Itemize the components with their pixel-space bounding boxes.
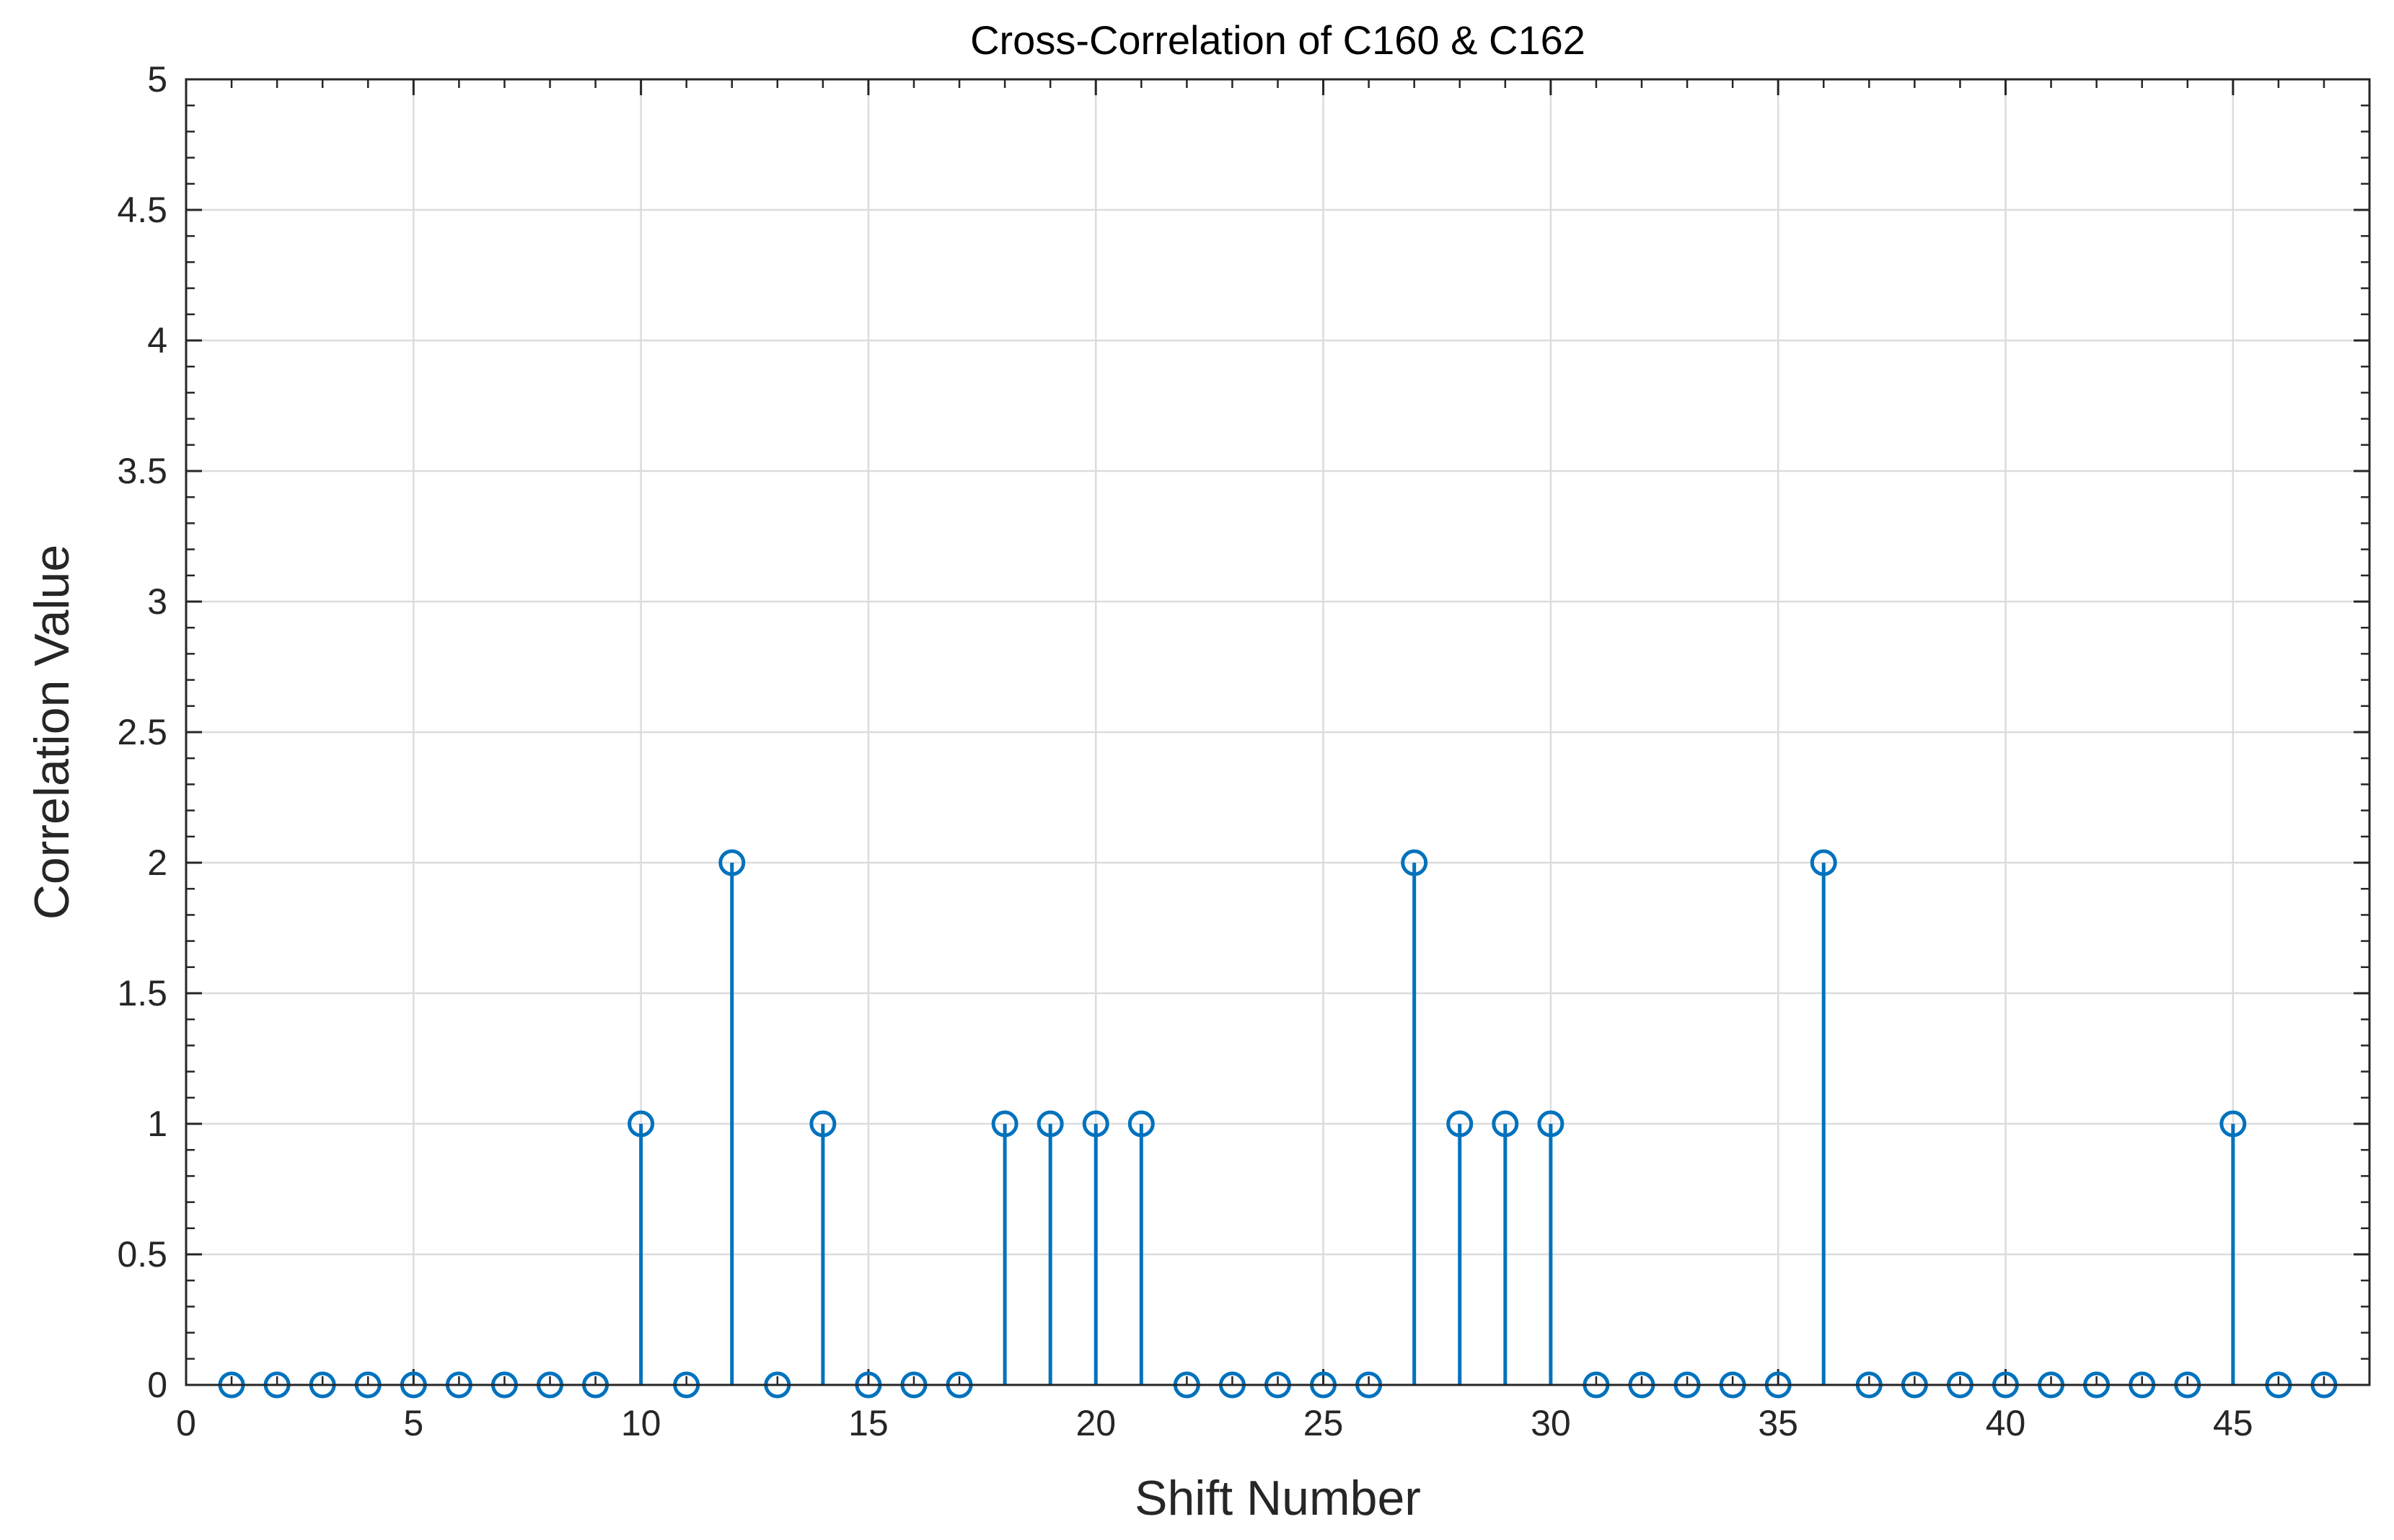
x-axis-label: Shift Number [1135,1471,1421,1526]
x-tick-label: 40 [1986,1403,2026,1443]
stem-marker [1810,849,1837,876]
y-axis-label: Correlation Value [25,545,79,920]
stem-marker [1537,1110,1565,1138]
y-tick-label: 1.5 [117,973,167,1013]
x-tick-label: 15 [848,1403,889,1443]
stem-marker [1037,1110,1064,1138]
y-tick-label: 3 [147,581,167,622]
x-tick-label: 30 [1531,1403,1571,1443]
x-tick-labels: 0 5 10 15 20 25 30 35 40 45 [176,1403,2253,1443]
y-tick-label: 3.5 [117,451,167,491]
chart-title: Cross-Correlation of C160 & C162 [970,17,1585,63]
stem-marker [1401,849,1428,876]
y-tick-label: 4 [147,320,167,361]
plot-frame [185,78,2371,1386]
x-tick-label: 5 [403,1403,423,1443]
stem-marker [991,1110,1018,1138]
stem-marker [2219,1110,2247,1138]
y-tick-label: 1 [147,1104,167,1144]
stem-marker [1492,1110,1519,1138]
x-tick-label: 20 [1075,1403,1116,1443]
stem-marker [809,1110,837,1138]
y-tick-label: 2 [147,842,167,883]
y-tick-label: 0 [147,1365,167,1405]
stem-marker [1082,1110,1109,1138]
stem-marker [718,849,746,876]
y-tick-label: 5 [147,59,167,100]
y-tick-label: 0.5 [117,1234,167,1275]
grid-lines [186,79,2369,1385]
stem-marker [1127,1110,1155,1138]
x-tick-label: 25 [1303,1403,1344,1443]
stem-marker [1446,1110,1474,1138]
stem-marker [628,1110,655,1138]
x-tick-label: 45 [2213,1403,2253,1443]
y-tick-label: 2.5 [117,712,167,752]
x-tick-label: 10 [621,1403,661,1443]
x-tick-label: 35 [1758,1403,1798,1443]
y-tick-labels: 0 0.5 1 1.5 2 2.5 3 3.5 4 4.5 5 [117,59,167,1405]
y-tick-label: 4.5 [117,190,167,230]
x-tick-label: 0 [176,1403,196,1443]
